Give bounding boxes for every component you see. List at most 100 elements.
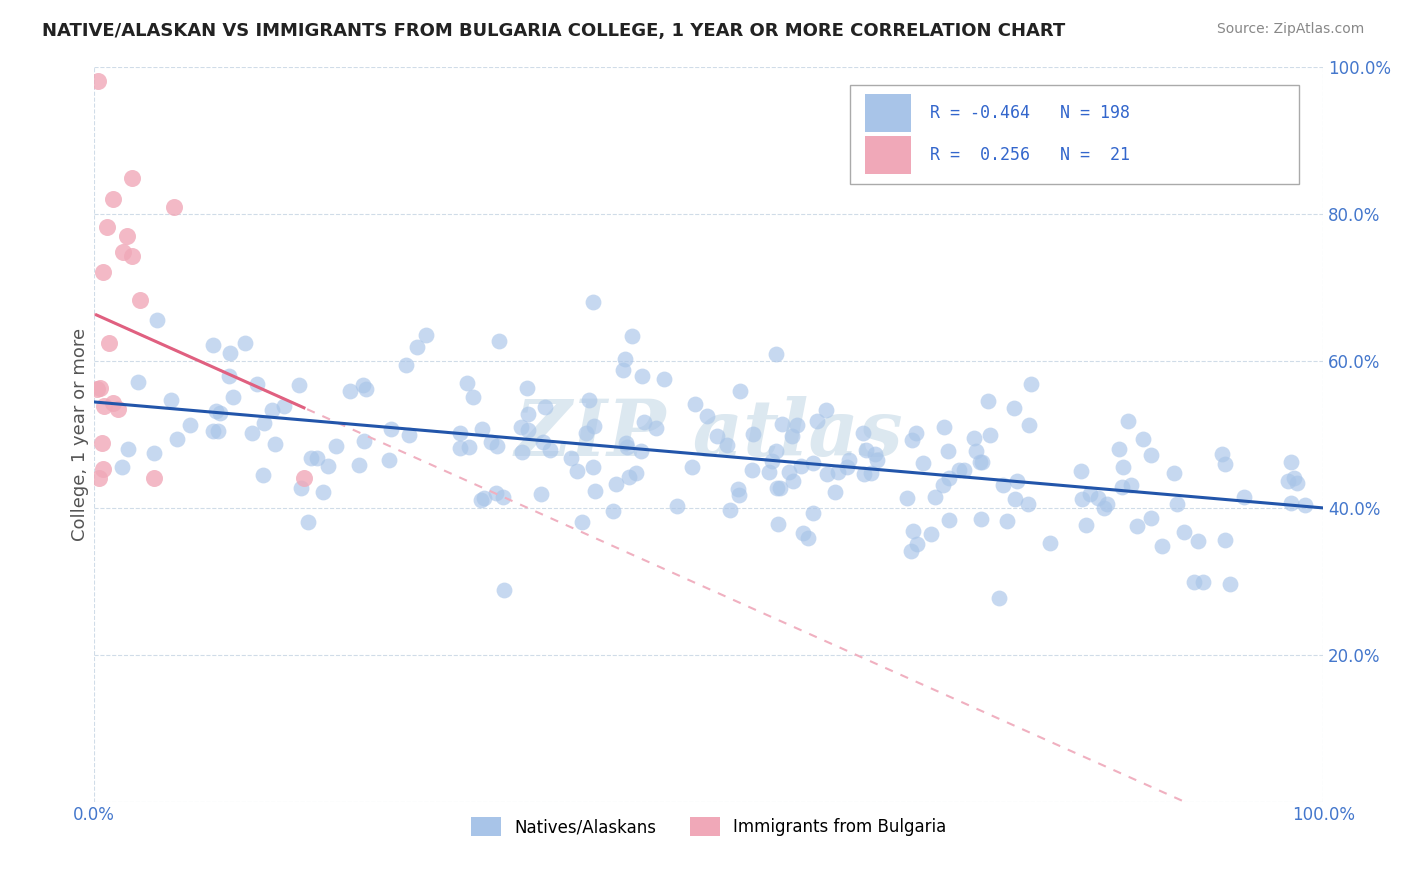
Point <box>761 453 783 467</box>
Point <box>1166 497 1188 511</box>
Point <box>903 524 925 538</box>
Point <box>859 466 882 480</box>
Point <box>457 440 479 454</box>
Point <box>782 475 804 489</box>
Point <box>516 381 538 395</box>
Point <box>727 487 749 501</box>
Point <box>91 265 114 279</box>
Point <box>299 450 322 465</box>
Point <box>630 443 652 458</box>
Point <box>297 515 319 529</box>
Point <box>838 453 860 467</box>
FancyBboxPatch shape <box>865 94 911 132</box>
Point <box>485 486 508 500</box>
Point <box>977 393 1000 408</box>
Point <box>758 465 780 479</box>
Point <box>797 531 820 545</box>
Point <box>121 249 143 263</box>
Point <box>146 312 169 326</box>
Point <box>683 397 706 411</box>
Point <box>1285 476 1308 491</box>
Point <box>1152 539 1174 553</box>
Point <box>159 393 181 408</box>
Point <box>107 402 129 417</box>
Point <box>1277 474 1299 488</box>
Point <box>938 471 960 485</box>
Point <box>516 423 538 437</box>
Point <box>766 481 789 495</box>
Point <box>93 399 115 413</box>
Point <box>288 378 311 392</box>
Point <box>509 420 531 434</box>
Point <box>449 441 471 455</box>
Point <box>273 399 295 413</box>
Point <box>852 467 875 481</box>
Point <box>325 439 347 453</box>
Point <box>101 192 124 206</box>
Point <box>117 442 139 456</box>
Point <box>380 422 402 436</box>
Point <box>645 421 668 435</box>
Point <box>790 459 813 474</box>
Point <box>1213 458 1236 472</box>
Point <box>1018 417 1040 432</box>
Point <box>855 442 877 457</box>
Point <box>127 375 149 389</box>
Point <box>406 340 429 354</box>
Point <box>1121 478 1143 492</box>
Point <box>991 478 1014 492</box>
Point <box>605 477 627 491</box>
Point <box>716 438 738 452</box>
Point <box>1039 535 1062 549</box>
Point <box>354 382 377 396</box>
Point <box>602 504 624 518</box>
Point <box>240 426 263 441</box>
Point <box>815 467 838 482</box>
Point <box>260 402 283 417</box>
Point <box>614 436 637 450</box>
Point <box>121 170 143 185</box>
Point <box>972 454 994 468</box>
Point <box>162 200 184 214</box>
Point <box>851 426 873 441</box>
Point <box>1116 414 1139 428</box>
Point <box>1132 432 1154 446</box>
Point <box>1070 465 1092 479</box>
Point <box>665 500 688 514</box>
Point <box>1087 491 1109 505</box>
Point <box>205 404 228 418</box>
Point <box>801 456 824 470</box>
Point <box>936 443 959 458</box>
Point <box>901 433 924 447</box>
Point <box>1211 447 1233 461</box>
Point <box>778 465 800 479</box>
Point <box>979 427 1001 442</box>
Point <box>768 517 790 532</box>
Point <box>253 416 276 430</box>
Point <box>900 544 922 558</box>
Point <box>222 390 245 404</box>
Point <box>112 244 135 259</box>
Point <box>96 219 118 234</box>
Point <box>207 424 229 438</box>
Point <box>1279 496 1302 510</box>
Point <box>681 460 703 475</box>
Point <box>780 428 803 442</box>
Point <box>347 458 370 472</box>
Point <box>1140 448 1163 462</box>
Point <box>292 471 315 485</box>
Point <box>801 506 824 520</box>
Point <box>1219 576 1241 591</box>
Point <box>245 377 267 392</box>
Point <box>567 464 589 478</box>
Point <box>89 381 111 395</box>
Point <box>378 452 401 467</box>
Point <box>166 432 188 446</box>
Point <box>1111 479 1133 493</box>
Point <box>583 483 606 498</box>
Point <box>1092 501 1115 516</box>
Point <box>1005 474 1028 488</box>
Point <box>316 459 339 474</box>
Point <box>1002 401 1025 416</box>
Point <box>1173 525 1195 540</box>
